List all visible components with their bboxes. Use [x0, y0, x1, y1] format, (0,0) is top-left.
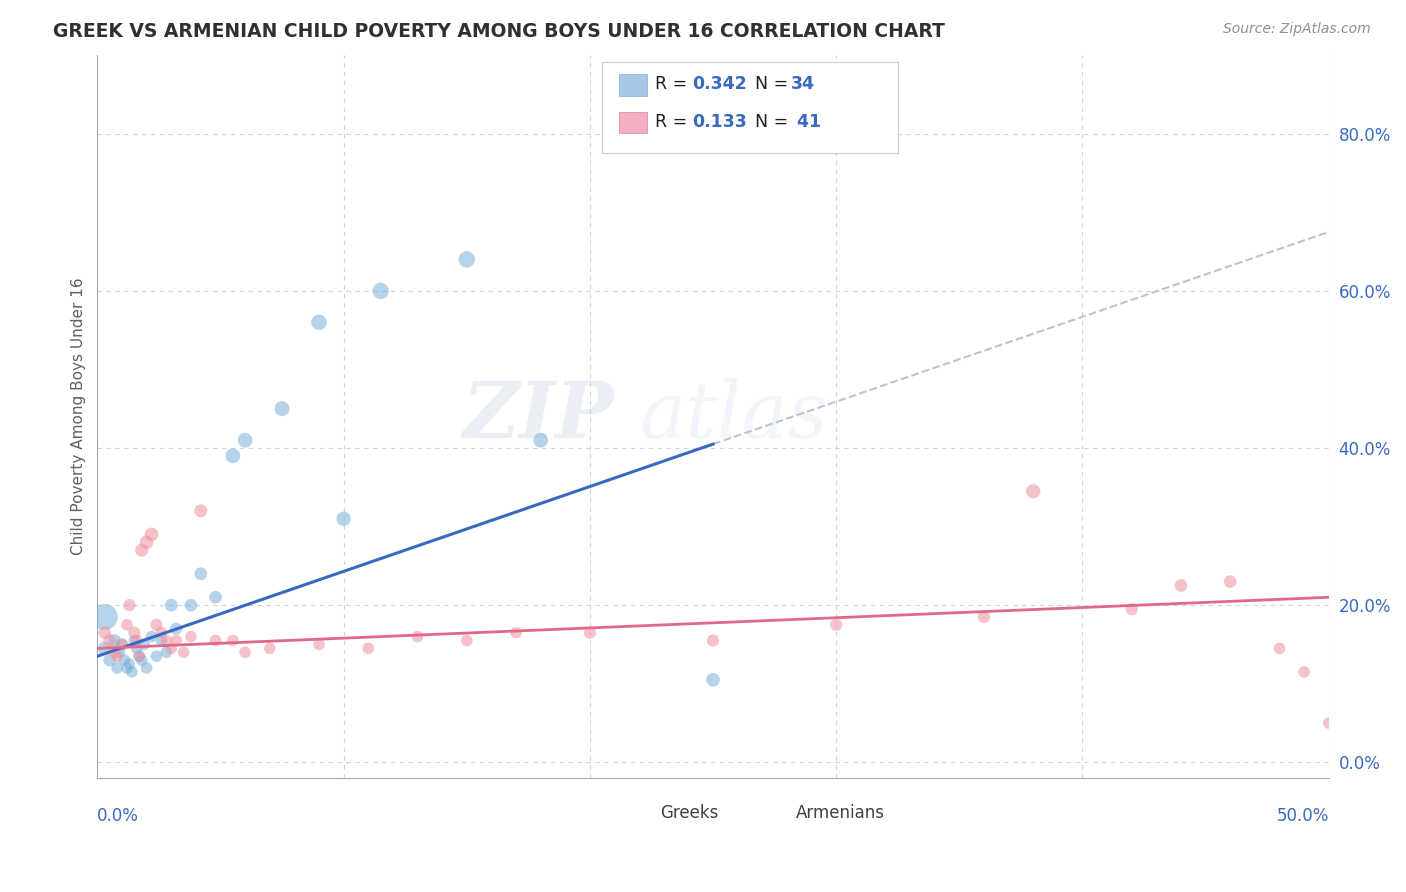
Text: 41: 41 [790, 112, 821, 130]
Point [124, 625, 146, 640]
Point [115, 661, 138, 675]
Point [357, 641, 380, 656]
Point [124, 633, 146, 648]
Point [93, 641, 115, 656]
Point [530, 433, 553, 447]
Point [135, 535, 157, 549]
Point [456, 633, 478, 648]
Point [1268, 641, 1291, 656]
Point [308, 315, 330, 329]
FancyBboxPatch shape [602, 62, 898, 153]
Point [1317, 716, 1340, 731]
Point [93, 610, 115, 624]
Point [579, 625, 602, 640]
Point [233, 433, 256, 447]
Point [702, 633, 724, 648]
Text: R =: R = [655, 112, 699, 130]
Point [108, 645, 131, 659]
Point [104, 633, 127, 648]
Point [165, 633, 187, 648]
Point [93, 625, 115, 640]
Text: GREEK VS ARMENIAN CHILD POVERTY AMONG BOYS UNDER 16 CORRELATION CHART: GREEK VS ARMENIAN CHILD POVERTY AMONG BO… [53, 22, 945, 41]
Text: 0.342: 0.342 [692, 75, 747, 93]
Point [702, 673, 724, 687]
Point [160, 641, 183, 656]
Point [118, 657, 141, 671]
Point [134, 637, 156, 651]
Text: Source: ZipAtlas.com: Source: ZipAtlas.com [1223, 22, 1371, 37]
FancyBboxPatch shape [769, 802, 790, 825]
Text: N =: N = [744, 112, 793, 130]
Point [190, 504, 212, 518]
Point [204, 633, 226, 648]
Point [105, 649, 128, 664]
Point [222, 633, 245, 648]
Point [332, 512, 354, 526]
Point [1022, 484, 1045, 499]
Point [406, 630, 429, 644]
Point [1294, 665, 1316, 679]
Point [259, 641, 281, 656]
FancyBboxPatch shape [620, 112, 647, 133]
Text: ZIP: ZIP [463, 378, 614, 455]
Point [160, 598, 183, 612]
Point [115, 617, 138, 632]
Point [128, 649, 150, 664]
Y-axis label: Child Poverty Among Boys Under 16: Child Poverty Among Boys Under 16 [72, 277, 86, 556]
Point [131, 653, 153, 667]
Point [1219, 574, 1241, 589]
Point [1121, 602, 1143, 616]
Point [150, 625, 173, 640]
FancyBboxPatch shape [633, 802, 655, 825]
Point [111, 637, 134, 651]
Point [98, 633, 121, 648]
Point [150, 633, 173, 648]
Point [98, 653, 121, 667]
Text: atlas: atlas [640, 378, 828, 455]
Point [141, 527, 163, 541]
Text: 50.0%: 50.0% [1277, 807, 1329, 825]
Point [131, 543, 153, 558]
Point [135, 661, 157, 675]
Point [125, 641, 148, 656]
Text: 0.0%: 0.0% [97, 807, 139, 825]
Point [155, 645, 177, 659]
Point [165, 622, 187, 636]
Point [825, 617, 848, 632]
Point [128, 649, 150, 664]
Point [308, 637, 330, 651]
FancyBboxPatch shape [620, 74, 647, 95]
Point [180, 630, 202, 644]
Text: 34: 34 [790, 75, 814, 93]
Point [145, 649, 167, 664]
Point [105, 661, 128, 675]
Point [125, 633, 148, 648]
Point [118, 598, 141, 612]
Point [104, 645, 127, 659]
Text: Armenians: Armenians [796, 805, 884, 822]
Point [173, 645, 195, 659]
Text: 0.133: 0.133 [692, 112, 747, 130]
Text: N =: N = [744, 75, 793, 93]
Point [271, 401, 294, 416]
Point [114, 653, 136, 667]
Point [1170, 578, 1192, 592]
Point [233, 645, 256, 659]
Point [180, 598, 202, 612]
Point [111, 637, 134, 651]
Point [370, 284, 392, 298]
Point [973, 610, 995, 624]
Point [121, 665, 143, 679]
Point [145, 617, 167, 632]
Point [456, 252, 478, 267]
Point [155, 633, 177, 648]
Point [505, 625, 527, 640]
Text: Greeks: Greeks [659, 805, 718, 822]
Point [222, 449, 245, 463]
Point [190, 566, 212, 581]
Point [141, 630, 163, 644]
Text: R =: R = [655, 75, 693, 93]
Point [204, 591, 226, 605]
